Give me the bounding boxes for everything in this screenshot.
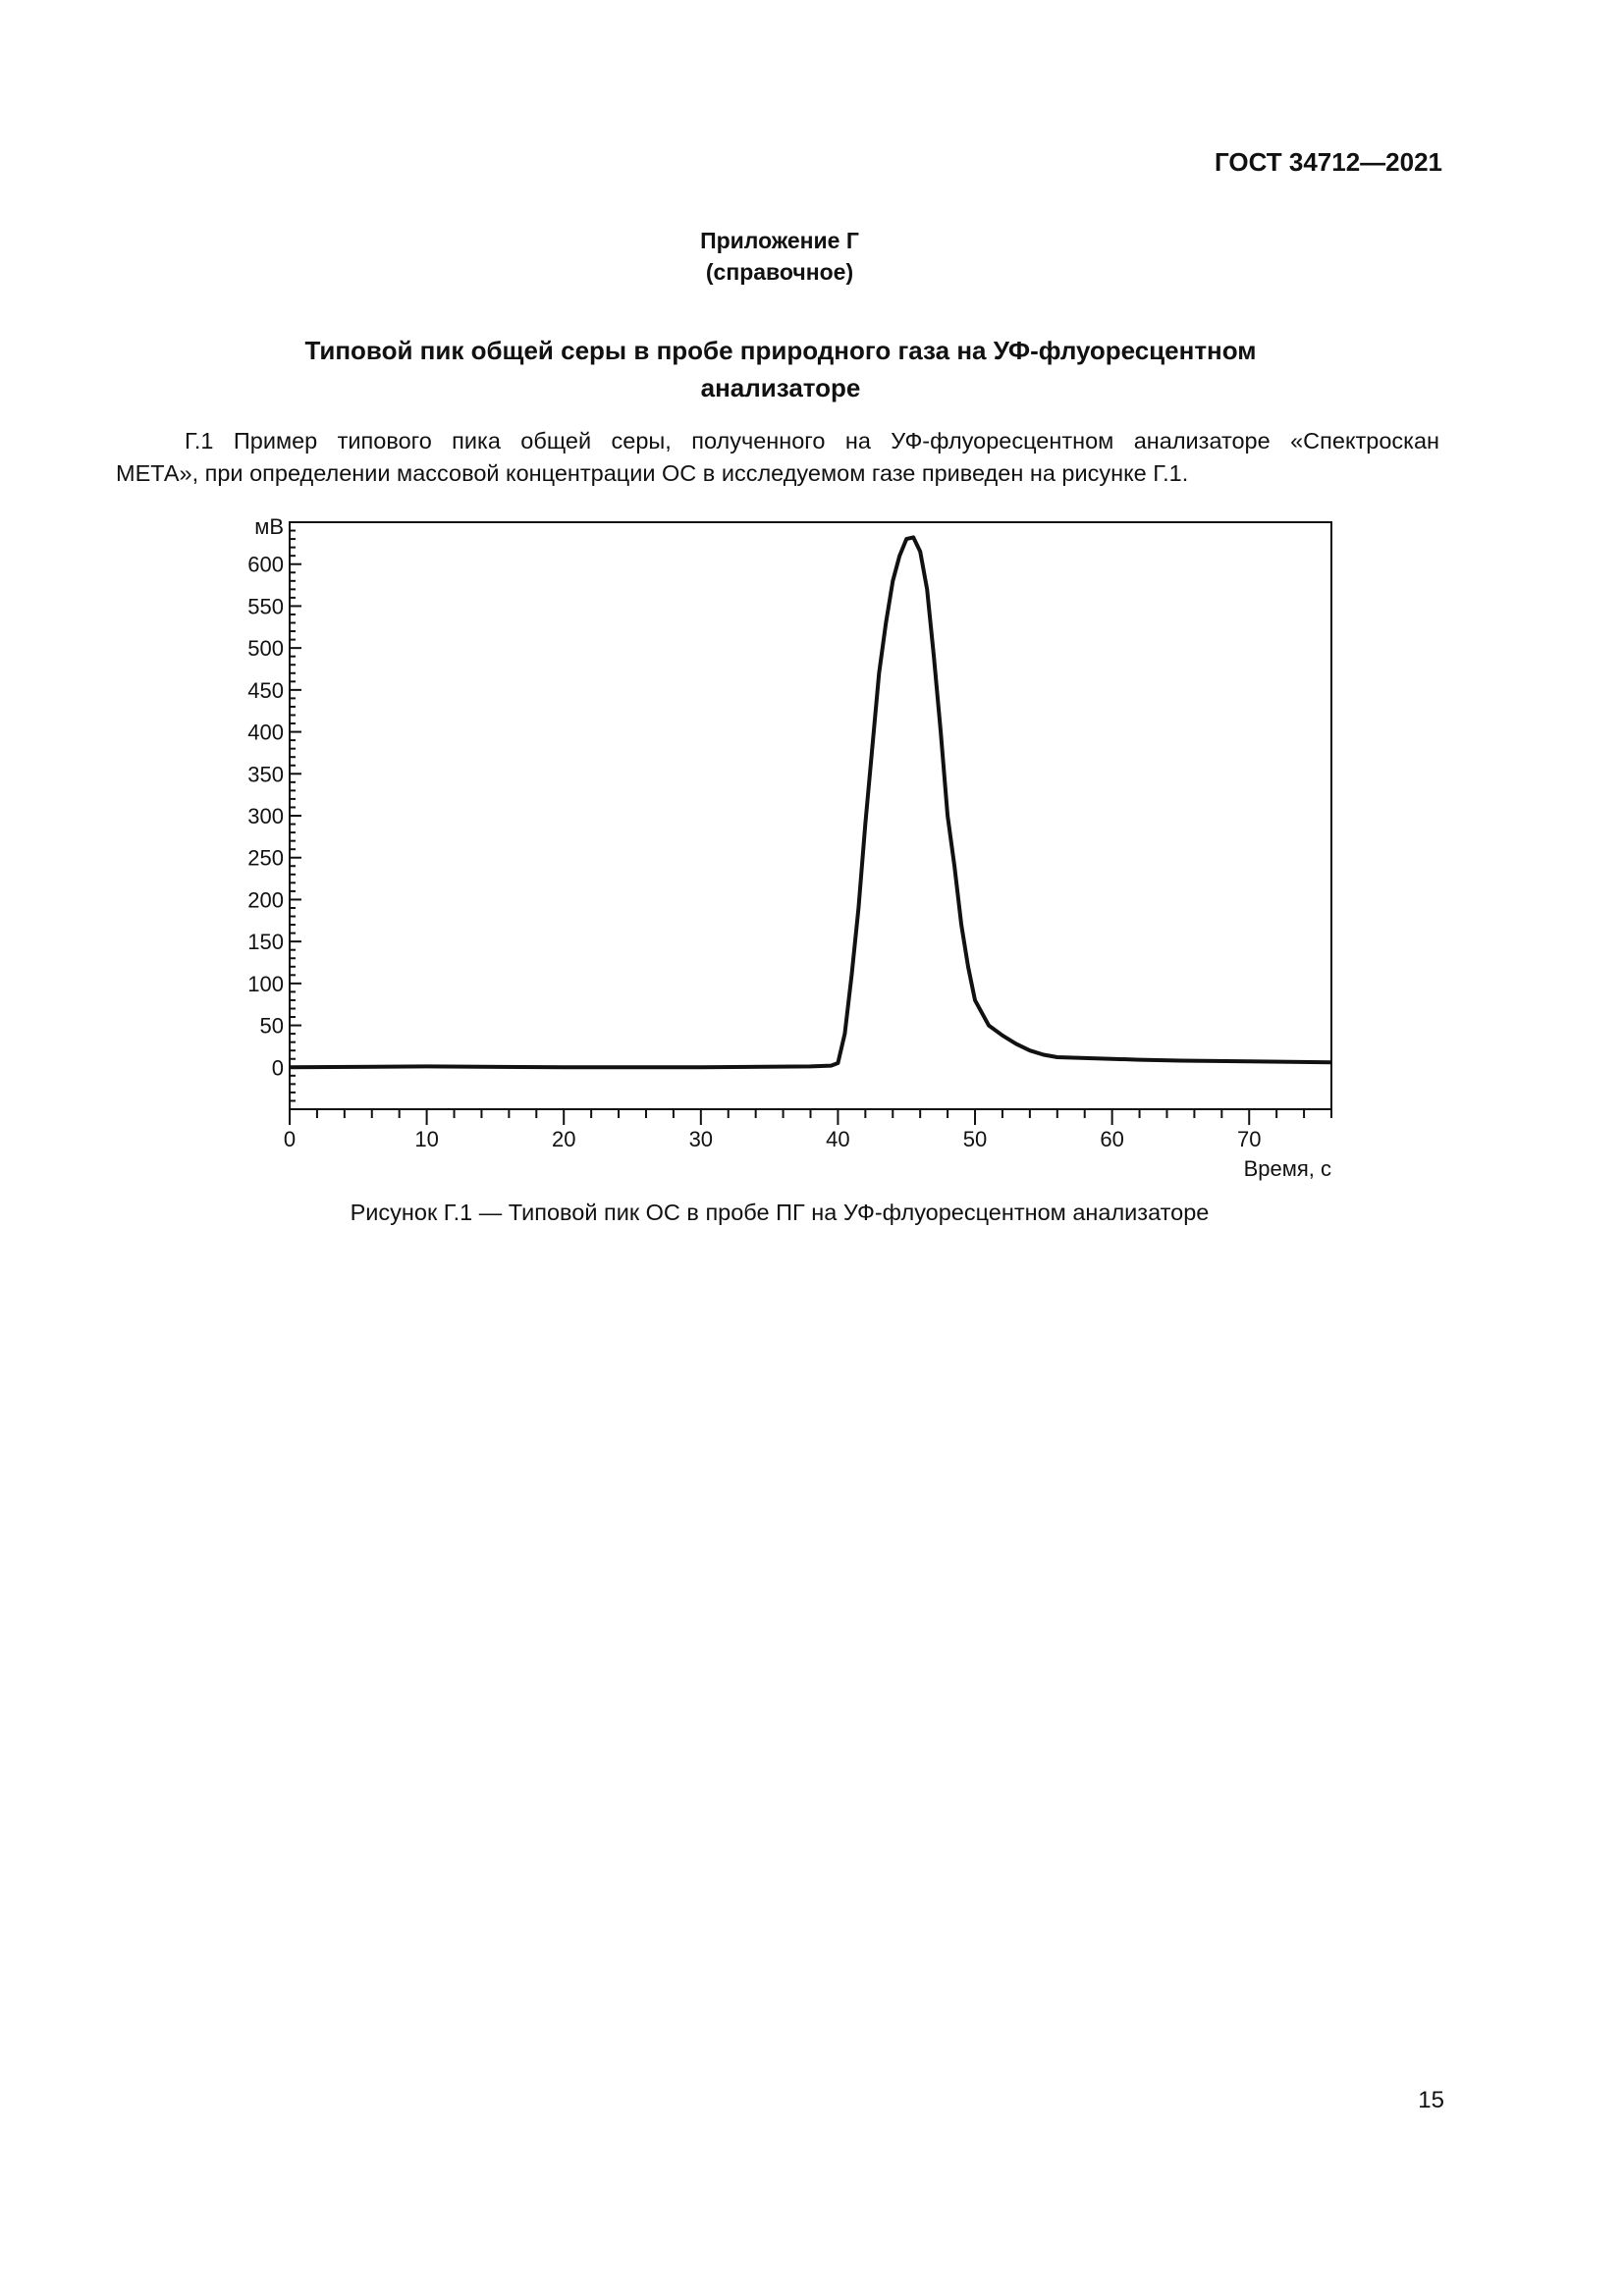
- y-tick-label: 300: [247, 804, 284, 828]
- y-tick-label: 250: [247, 846, 284, 871]
- y-tick-label: 550: [247, 594, 284, 618]
- appendix-type: (справочное): [705, 259, 854, 285]
- paragraph-line-2: МЕТА», при определении массовой концентр…: [116, 460, 1189, 486]
- x-tick-label: 10: [414, 1127, 438, 1151]
- chromatogram-chart: 0 50 100 150 200 250 300 350 400 450 500 550 600 0 10 2…: [247, 514, 1332, 1181]
- chart-axes: [289, 521, 1332, 1125]
- x-tick-label: 60: [1100, 1127, 1123, 1151]
- series-line: [289, 535, 1332, 1070]
- x-axis-label: Время, с: [1244, 1156, 1331, 1181]
- x-tick-label: 70: [1237, 1127, 1261, 1151]
- y-axis-label: мВ: [254, 514, 284, 539]
- x-tick-label: 0: [284, 1127, 296, 1151]
- y-tick-label: 600: [247, 553, 284, 577]
- y-tick-label: 200: [247, 887, 284, 912]
- figure-caption: Рисунок Г.1 — Типовой пик ОС в пробе ПГ …: [350, 1200, 1210, 1225]
- y-tick-label: 350: [247, 762, 284, 786]
- body-paragraph: Г.1 Пример типового пика общей серы, пол…: [116, 425, 1439, 490]
- y-tick-label: 100: [247, 972, 284, 996]
- x-tick-label: 30: [689, 1127, 713, 1151]
- appendix-title: Приложение Г: [700, 228, 859, 253]
- y-tick-label: 50: [260, 1014, 284, 1039]
- standard-number: ГОСТ 34712—2021: [1215, 147, 1442, 177]
- chart-series: [289, 535, 1332, 1070]
- chart-labels: 0 50 100 150 200 250 300 350 400 450 500 550 600 0 10 2…: [247, 514, 1331, 1181]
- page-number: 15: [1418, 2087, 1444, 2113]
- plot-frame: [289, 521, 1332, 1110]
- y-tick-label: 450: [247, 678, 284, 703]
- y-tick-label: 500: [247, 636, 284, 661]
- y-tick-label: 150: [247, 930, 284, 954]
- y-tick-label: 400: [247, 721, 284, 745]
- x-tick-label: 20: [552, 1127, 575, 1151]
- section-title: Типовой пик общей серы в пробе природног…: [304, 336, 1257, 402]
- x-tick-label: 50: [963, 1127, 987, 1151]
- x-tick-label: 40: [826, 1127, 849, 1151]
- y-tick-label: 0: [272, 1055, 284, 1080]
- paragraph-line-1: Г.1 Пример типового пика общей серы, пол…: [185, 428, 1439, 454]
